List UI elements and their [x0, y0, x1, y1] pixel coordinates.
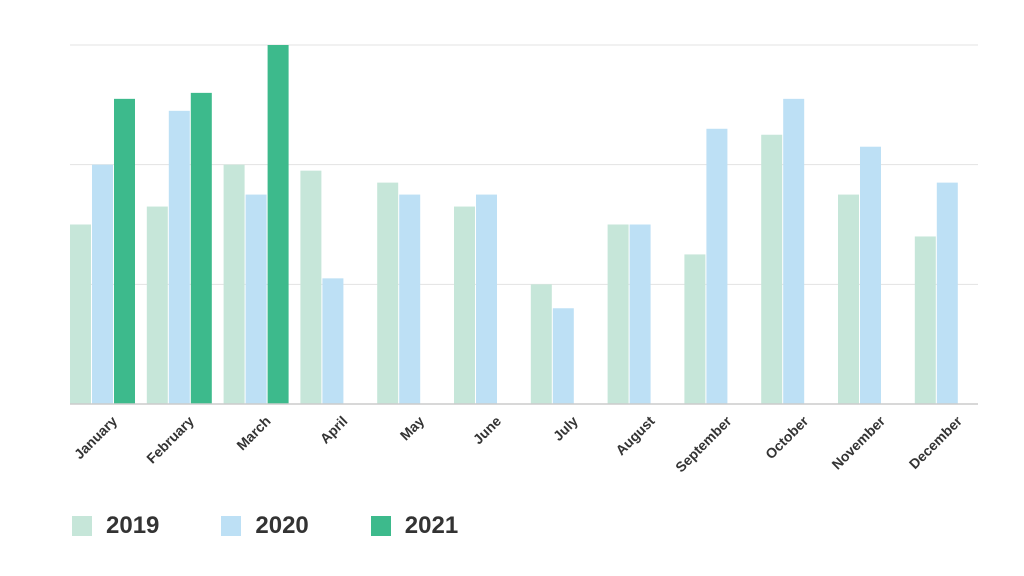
x-tick-label-september: September [672, 412, 735, 475]
x-tick-label-february: February [143, 413, 197, 467]
x-tick-labels: January February March April May June July Augu… [71, 412, 965, 475]
bar-2020-november [860, 146, 881, 404]
bar-2020-august [629, 224, 651, 404]
legend-item-2019: 2019 [72, 512, 159, 540]
x-tick-label-november: November [828, 412, 888, 472]
bar-2020-march [245, 194, 267, 404]
legend-swatch-2019 [72, 516, 92, 536]
bar-2020-february [168, 110, 190, 405]
legend-label-2019: 2019 [106, 512, 160, 539]
bar-2019-june [454, 206, 475, 404]
bar-2019-january [70, 224, 91, 404]
bar-2019-september [684, 254, 706, 404]
bar-2019-february [146, 206, 168, 404]
bar-2020-may [399, 194, 421, 404]
bar-2019-may [377, 182, 399, 404]
bar-2019-march [223, 164, 245, 404]
legend-swatch-2021 [370, 516, 391, 536]
x-tick-label-june: June [470, 413, 505, 448]
bar-2021-january [114, 98, 135, 404]
x-tick-label-april: April [317, 413, 351, 447]
bar-2020-july [552, 308, 574, 404]
bar-2019-december [914, 236, 936, 404]
bar-2020-january [92, 164, 113, 404]
bar-2020-april [322, 278, 344, 404]
legend-item-2020: 2020 [221, 512, 309, 540]
bars [70, 45, 958, 405]
bar-2021-march [267, 45, 289, 404]
gridlines [70, 44, 978, 285]
x-tick-label-december: December [906, 412, 966, 472]
bar-2020-september [706, 128, 728, 404]
bar-2019-october [761, 134, 783, 404]
x-tick-label-july: July [550, 413, 581, 444]
x-tick-label-august: August [612, 413, 658, 459]
x-tick-label-october: October [762, 412, 812, 462]
bar-2019-august [607, 224, 629, 404]
legend: 2019 2020 2021 [72, 512, 520, 540]
bar-2020-june [476, 194, 497, 404]
x-tick-label-march: March [233, 413, 273, 453]
bar-2020-december [936, 182, 958, 404]
bar-2019-november [838, 194, 859, 404]
bar-2019-april [300, 170, 322, 404]
bar-2019-july [530, 284, 552, 404]
bar-2021-february [190, 92, 212, 404]
x-tick-label-may: May [397, 413, 428, 444]
bar-2020-october [783, 98, 805, 404]
legend-item-2021: 2021 [370, 512, 459, 540]
legend-label-2021: 2021 [404, 512, 459, 539]
legend-label-2020: 2020 [255, 512, 309, 539]
x-tick-label-january: January [71, 413, 120, 462]
legend-swatch-2020 [221, 516, 242, 536]
